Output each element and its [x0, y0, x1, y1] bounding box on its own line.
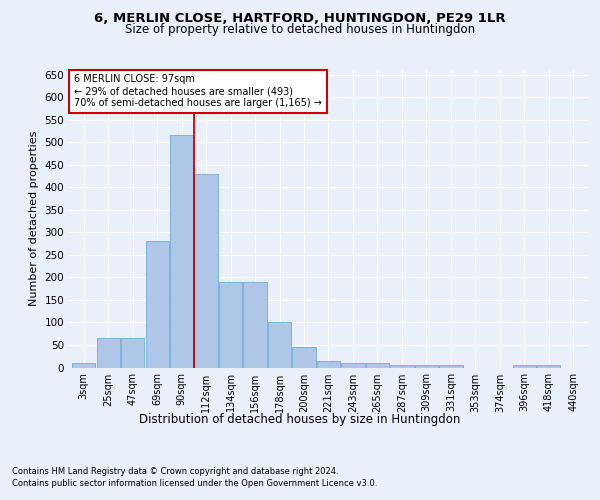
Bar [97, 338, 120, 368]
Bar [537, 365, 560, 368]
Bar [292, 347, 316, 368]
Bar [219, 282, 242, 368]
Bar [391, 365, 413, 368]
Text: Contains HM Land Registry data © Crown copyright and database right 2024.: Contains HM Land Registry data © Crown c… [12, 468, 338, 476]
Bar [317, 360, 340, 368]
Bar [170, 136, 193, 368]
Y-axis label: Number of detached properties: Number of detached properties [29, 131, 39, 306]
Bar [268, 322, 291, 368]
Bar [513, 365, 536, 368]
Text: Contains public sector information licensed under the Open Government Licence v3: Contains public sector information licen… [12, 478, 377, 488]
Bar [415, 365, 438, 368]
Text: Distribution of detached houses by size in Huntingdon: Distribution of detached houses by size … [139, 412, 461, 426]
Bar [121, 338, 144, 368]
Bar [72, 363, 95, 368]
Bar [244, 282, 266, 368]
Bar [341, 363, 365, 368]
Bar [146, 242, 169, 368]
Bar [366, 363, 389, 368]
Text: 6 MERLIN CLOSE: 97sqm
← 29% of detached houses are smaller (493)
70% of semi-det: 6 MERLIN CLOSE: 97sqm ← 29% of detached … [74, 74, 322, 108]
Text: 6, MERLIN CLOSE, HARTFORD, HUNTINGDON, PE29 1LR: 6, MERLIN CLOSE, HARTFORD, HUNTINGDON, P… [94, 12, 506, 26]
Bar [439, 365, 463, 368]
Text: Size of property relative to detached houses in Huntingdon: Size of property relative to detached ho… [125, 24, 475, 36]
Bar [194, 174, 218, 368]
